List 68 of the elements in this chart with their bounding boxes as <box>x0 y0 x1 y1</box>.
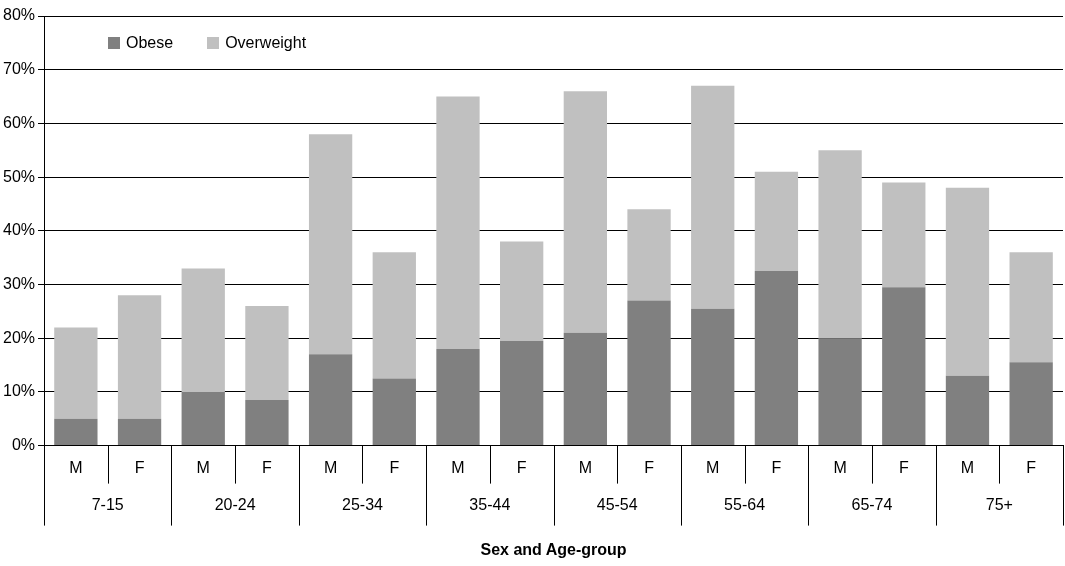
x-tick-label: M <box>69 458 83 476</box>
bar <box>245 399 289 446</box>
bar <box>181 268 225 392</box>
x-tick-label: F <box>644 458 655 476</box>
bar <box>818 338 862 446</box>
y-tick-label: 0% <box>11 436 36 454</box>
y-tick-label: 30% <box>2 274 36 292</box>
x-tick-label: F <box>771 458 782 476</box>
bar <box>372 252 416 379</box>
x-tick-label: F <box>1026 458 1037 476</box>
bar <box>436 348 480 446</box>
bar <box>882 182 926 288</box>
text: 65-74 <box>851 496 893 514</box>
bar <box>627 300 671 446</box>
text: 35-44 <box>469 496 511 514</box>
bar <box>54 327 98 419</box>
bar <box>1009 252 1053 363</box>
x-tick-label: M <box>451 458 465 476</box>
bar <box>117 295 162 419</box>
y-tick-label: 40% <box>2 221 36 239</box>
x-tick-label: M <box>578 458 593 476</box>
x-tick-label: F <box>389 458 400 476</box>
bar <box>754 171 799 272</box>
text: 20-24 <box>214 496 256 514</box>
bar <box>436 96 480 349</box>
legend-label: Overweight <box>225 33 307 52</box>
x-tick-label: M <box>833 458 847 476</box>
x-axis-title: Sex and Age-group <box>480 540 627 558</box>
text: 45-54 <box>596 496 638 514</box>
bar <box>691 308 735 446</box>
text: 55-64 <box>724 496 766 514</box>
y-tick-label: 50% <box>2 167 36 185</box>
x-tick-label: M <box>323 458 338 476</box>
bar <box>627 209 671 301</box>
x-tick-label: F <box>134 458 145 476</box>
bar <box>308 134 353 355</box>
y-tick-label: 60% <box>2 113 36 131</box>
bar <box>563 332 608 446</box>
bar <box>691 85 735 309</box>
bar <box>500 340 544 446</box>
x-tick-label: F <box>516 458 527 476</box>
bar <box>308 354 353 446</box>
legend-label: Obese <box>126 33 174 52</box>
bar <box>181 391 225 446</box>
bar <box>500 241 544 341</box>
x-tick-label: M <box>960 458 975 476</box>
text: 75+ <box>985 496 1013 514</box>
bar <box>882 287 926 446</box>
x-tick-label: M <box>706 458 720 476</box>
bar <box>54 418 98 446</box>
bar <box>245 305 289 400</box>
bar <box>1009 362 1053 446</box>
text: 7-15 <box>91 496 124 514</box>
y-tick-label: 20% <box>2 328 36 346</box>
bar <box>818 150 862 339</box>
y-tick-label: 70% <box>2 60 36 78</box>
bar <box>372 378 416 446</box>
bar <box>117 418 162 446</box>
x-tick-label: F <box>262 458 273 476</box>
bar <box>754 271 799 446</box>
bar <box>945 375 990 446</box>
text: 25-34 <box>341 496 384 514</box>
bar <box>945 187 990 376</box>
bar <box>563 91 608 333</box>
y-tick-label: 10% <box>2 382 36 400</box>
y-tick-label: 80% <box>2 6 36 24</box>
x-tick-label: F <box>898 458 909 476</box>
x-tick-label: M <box>196 458 210 476</box>
